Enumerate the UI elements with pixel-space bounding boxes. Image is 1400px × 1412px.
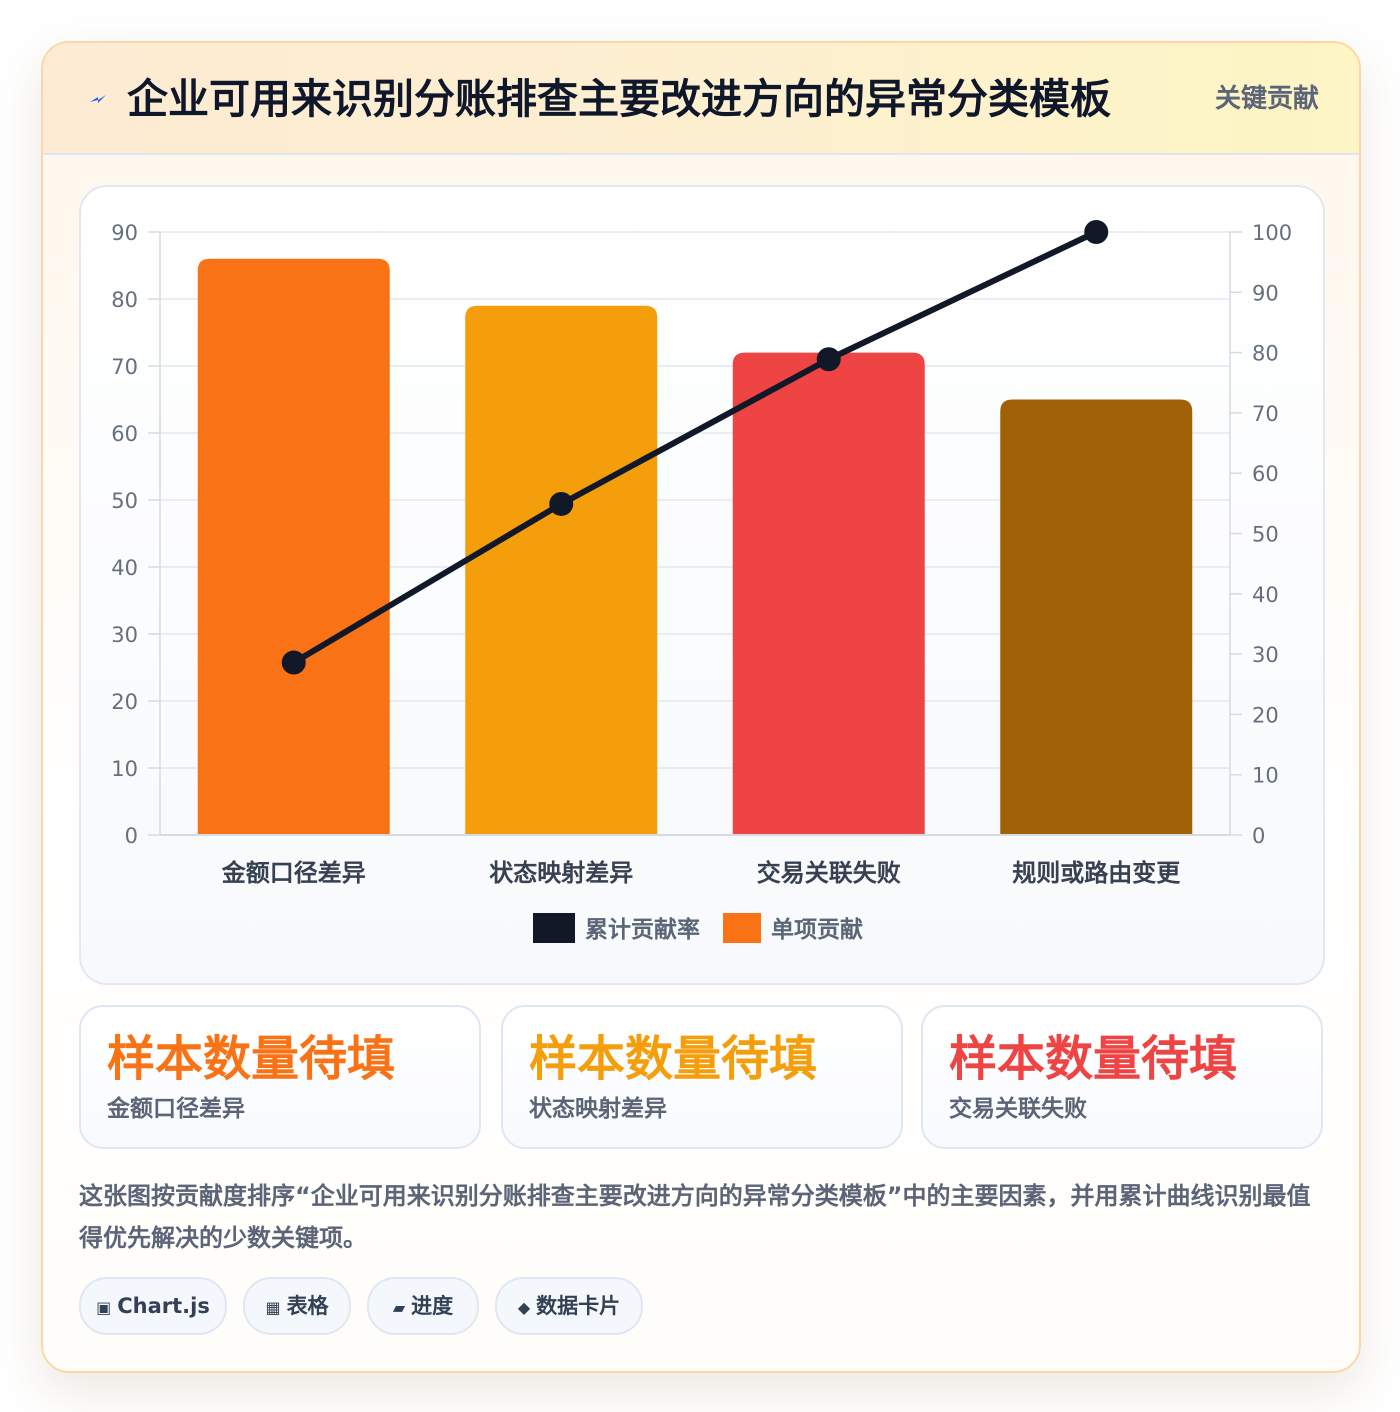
chip-label: Chart.js <box>117 1294 210 1318</box>
legend-swatch-contribution <box>723 913 761 943</box>
y-left-tick-label: 10 <box>111 757 138 781</box>
cumulative-line <box>292 229 1098 666</box>
bar <box>465 305 658 835</box>
y-left-tick-label: 70 <box>111 355 138 379</box>
table-icon: ▦ <box>265 1298 281 1317</box>
kpi-card: 样本数量待填 状态映射差异 <box>501 1005 903 1149</box>
lightning-bolt-icon <box>90 95 106 103</box>
pareto-chart: 0 10 20 30 40 50 60 70 80 90 0 10 20 30 40 50 60 70 80 90 10… <box>111 220 1292 943</box>
kpi-value: 样本数量待填 <box>107 1031 396 1087</box>
bar <box>1000 399 1193 835</box>
cumulative-point <box>281 650 306 675</box>
chip-data-card[interactable]: ◆ 数据卡片 <box>495 1277 643 1335</box>
progress-icon: ▰ <box>392 1298 406 1317</box>
y-right-tick-label: 100 <box>1252 221 1292 245</box>
chip-table[interactable]: ▦ 表格 <box>243 1277 351 1335</box>
kpi-cards: 样本数量待填 金额口径差异 样本数量待填 状态映射差异 样本数量待填 交易关联失… <box>79 1005 1323 1149</box>
report-card: 企业可用来识别分账排查主要改进方向的异常分类模板 关键贡献 0 10 20 30 40 5… <box>41 41 1361 1373</box>
kpi-card: 样本数量待填 金额口径差异 <box>79 1005 481 1149</box>
x-tick-label: 交易关联失败 <box>757 859 901 887</box>
x-tick-label: 金额口径差异 <box>221 859 366 887</box>
y-left-tick-label: 20 <box>111 690 138 714</box>
cumulative-point <box>816 347 841 372</box>
kpi-label: 状态映射差异 <box>529 1096 667 1122</box>
legend-swatch-cumulative <box>533 913 575 943</box>
kpi-label: 交易关联失败 <box>949 1096 1087 1122</box>
y-right-tick-label: 40 <box>1252 583 1279 607</box>
legend-label: 累计贡献率 <box>585 916 700 943</box>
y-right-tick-label: 50 <box>1252 523 1279 547</box>
y-left-tick-label: 60 <box>111 422 138 446</box>
pareto-chart-panel: 0 10 20 30 40 50 60 70 80 90 0 10 20 30 40 50 60 70 80 90 10… <box>79 185 1325 985</box>
kpi-value: 样本数量待填 <box>529 1031 818 1087</box>
bar <box>732 352 925 835</box>
legend-label: 单项贡献 <box>771 917 863 943</box>
chip-label: 表格 <box>286 1294 329 1318</box>
bar <box>197 258 390 835</box>
kpi-value: 样本数量待填 <box>949 1031 1238 1087</box>
y-right-tick-label: 10 <box>1252 764 1279 788</box>
y-left-tick-label: 0 <box>125 824 138 848</box>
y-left-tick-label: 90 <box>111 221 138 245</box>
y-left-tick-label: 50 <box>111 489 138 513</box>
y-right-tick-label: 90 <box>1252 281 1279 305</box>
y-right-tick-label: 20 <box>1252 703 1279 727</box>
y-right-tick-label: 60 <box>1252 462 1279 486</box>
card-header: 企业可用来识别分账排查主要改进方向的异常分类模板 关键贡献 <box>43 43 1359 155</box>
y-right-tick-label: 0 <box>1252 824 1265 848</box>
y-left-tick-label: 30 <box>111 623 138 647</box>
y-left-tick-label: 80 <box>111 288 138 312</box>
diamond-icon: ◆ <box>517 1298 531 1317</box>
chart-description: 这张图按贡献度排序“企业可用来识别分账排查主要改进方向的异常分类模板”中的主要因… <box>79 1182 1311 1252</box>
y-right-tick-label: 80 <box>1252 342 1279 366</box>
y-left-tick-label: 40 <box>111 556 138 580</box>
x-tick-label: 规则或路由变更 <box>1012 859 1181 887</box>
kpi-label: 金额口径差异 <box>107 1096 245 1122</box>
chip-label: 数据卡片 <box>536 1294 621 1318</box>
chip-progress[interactable]: ▰ 进度 <box>367 1277 479 1335</box>
header-tag: 关键贡献 <box>1214 84 1319 114</box>
cumulative-point <box>1084 220 1109 244</box>
kpi-card: 样本数量待填 交易关联失败 <box>921 1005 1323 1149</box>
cumulative-point <box>549 491 574 516</box>
chip-label: 进度 <box>411 1294 454 1318</box>
x-tick-label: 状态映射差异 <box>489 859 633 887</box>
y-right-tick-label: 70 <box>1252 402 1279 426</box>
y-right-tick-label: 30 <box>1252 643 1279 667</box>
chart-icon: ▣ <box>96 1298 112 1317</box>
chip-chartjs[interactable]: ▣ Chart.js <box>79 1277 227 1335</box>
page-title: 企业可用来识别分账排查主要改进方向的异常分类模板 <box>127 75 1111 123</box>
